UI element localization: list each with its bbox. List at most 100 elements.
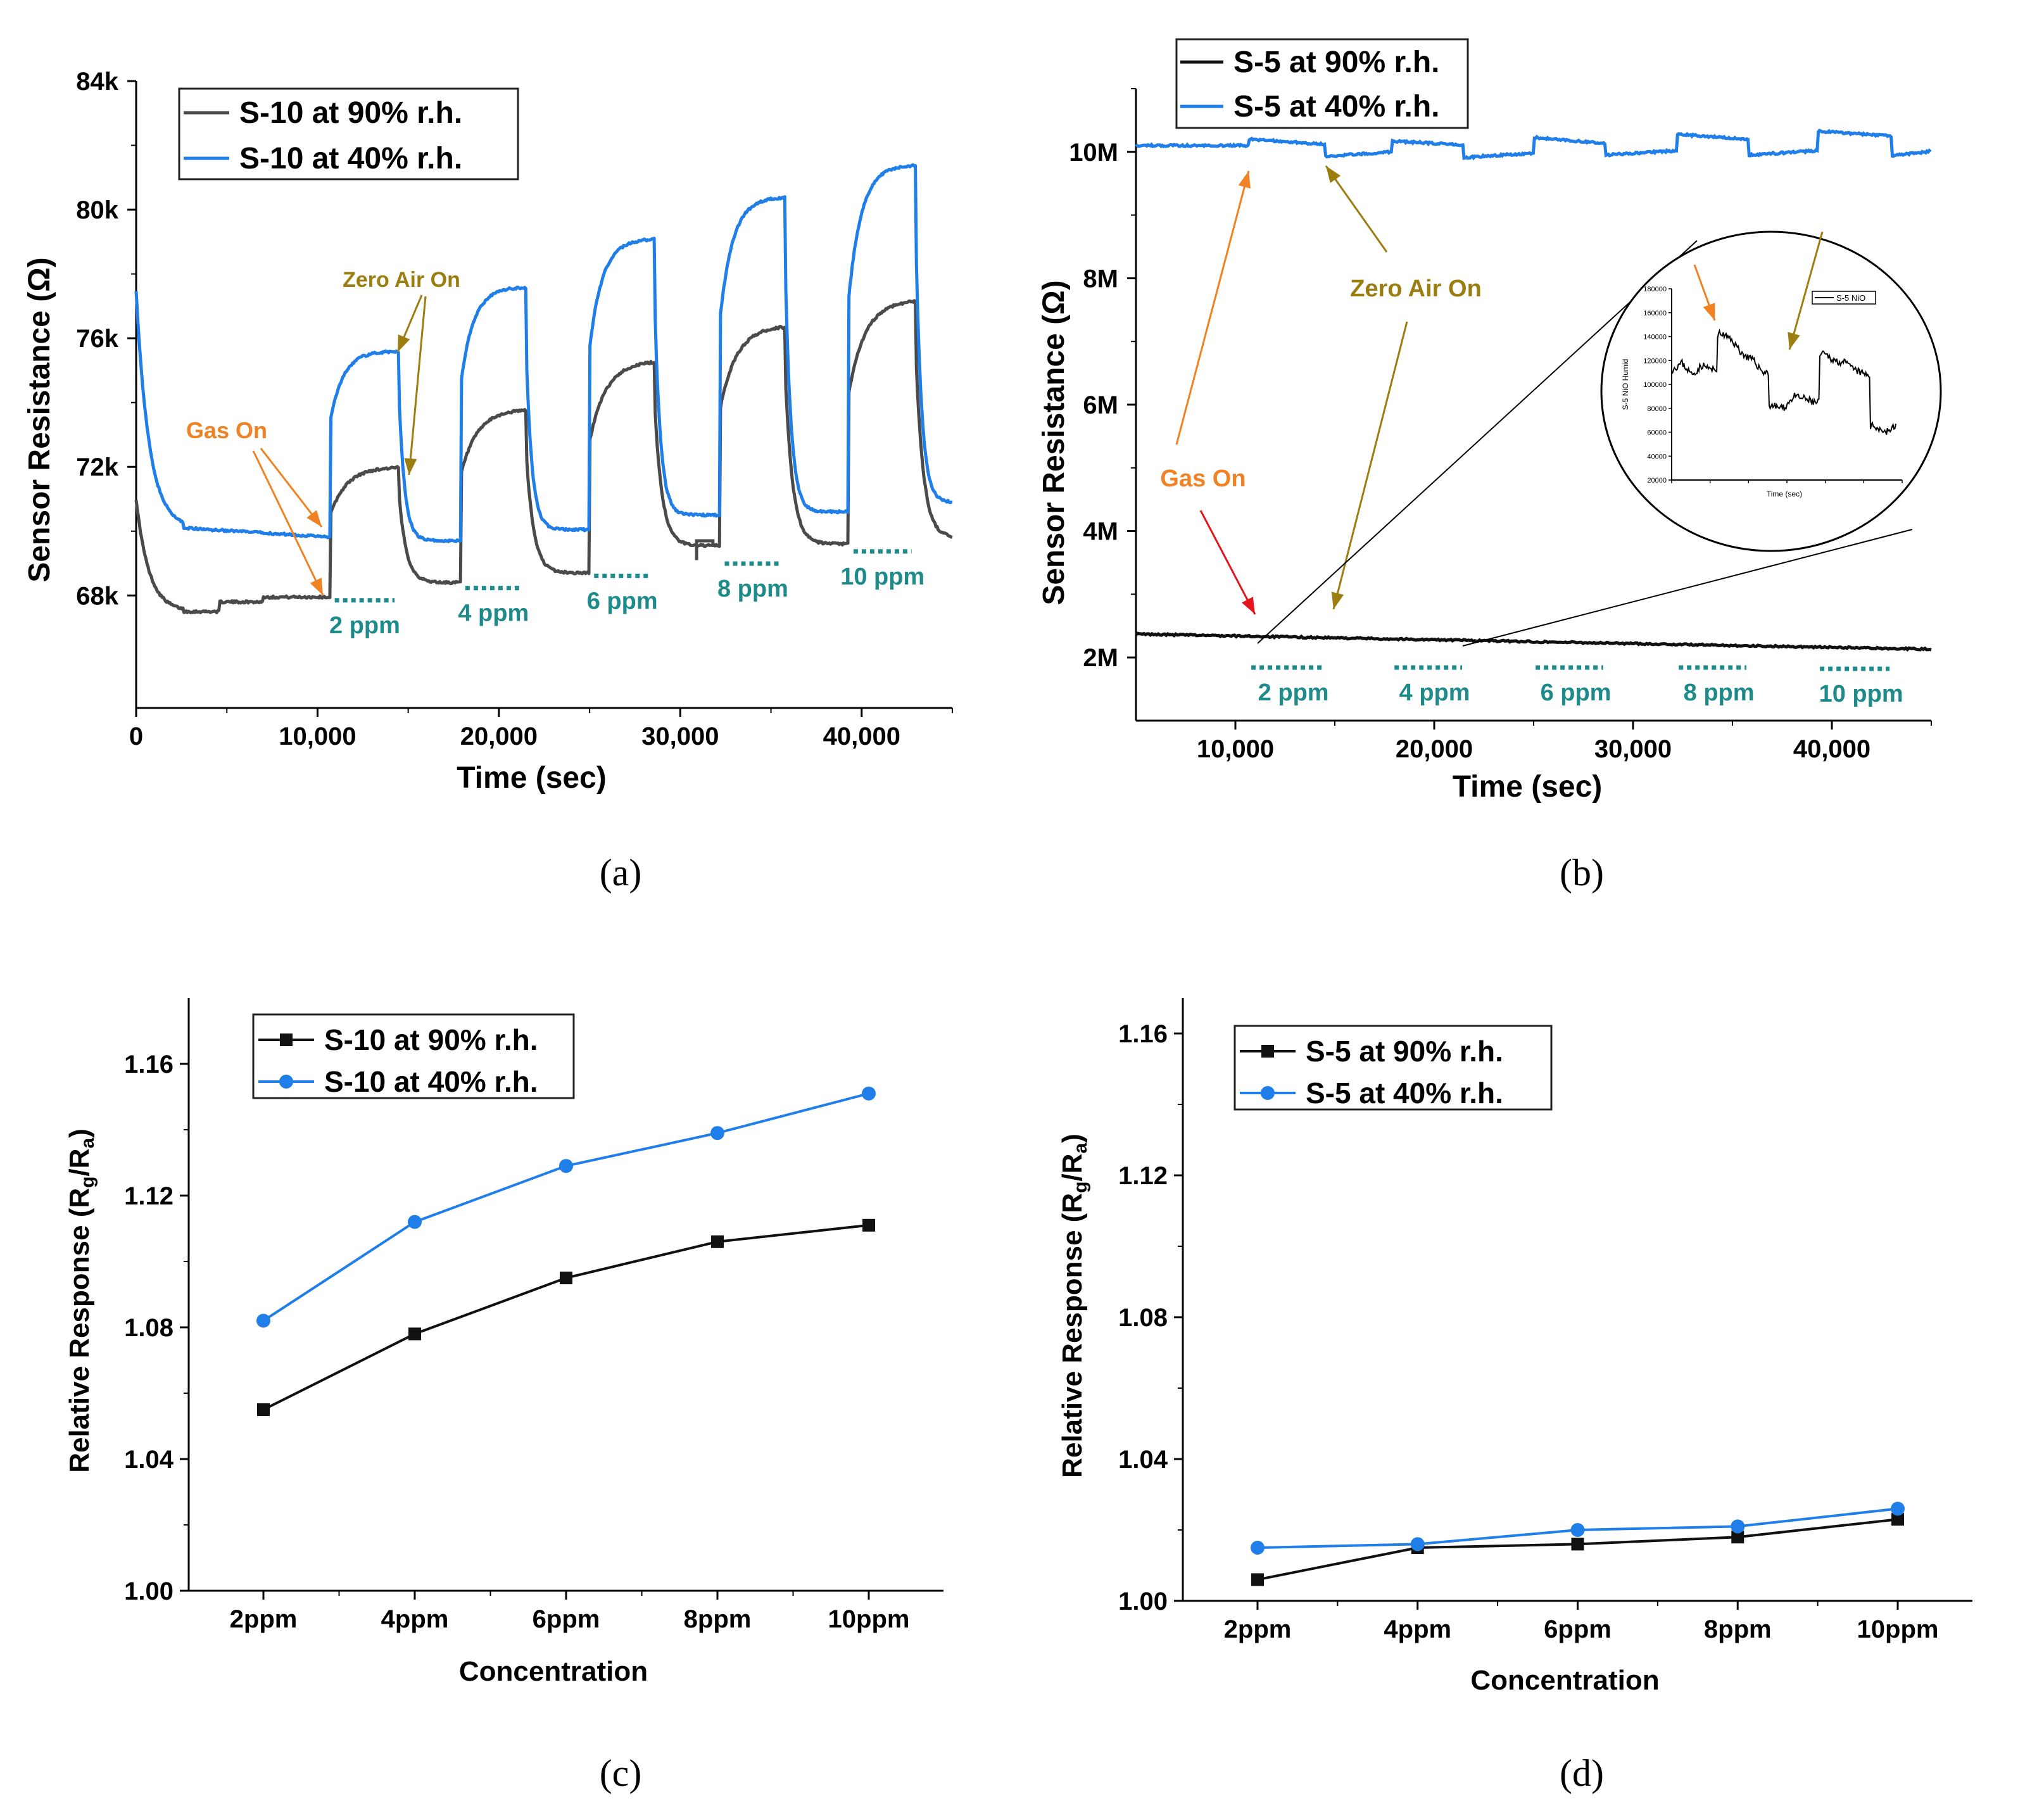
inset-y-tick-label: 100000 (1643, 381, 1667, 389)
zoom-line-1 (1257, 240, 1698, 644)
inset-y-tick-label: 140000 (1643, 334, 1667, 341)
zero-air-arrow-top-head (1326, 166, 1341, 184)
data-point-circle (1731, 1519, 1745, 1534)
inset-y-tick-label: 60000 (1647, 429, 1667, 437)
data-point-square (257, 1403, 270, 1416)
gas-on-arrow-bottom (1199, 510, 1256, 615)
y-axis-title-part: Relative Response (R (1057, 1193, 1088, 1478)
data-point-circle (1570, 1523, 1585, 1537)
series-line-90rh (134, 299, 953, 614)
zero-air-arrow-2 (408, 296, 427, 476)
x-tick-label: 6ppm (533, 1605, 600, 1633)
zoom-line-2 (1462, 529, 1913, 647)
inset-legend-box (1812, 291, 1876, 305)
ppm-label: 4 ppm (458, 600, 529, 627)
inset-y-tick-label: 80000 (1647, 405, 1667, 413)
zero-air-arrow-1-head (398, 334, 410, 352)
panel-b-chart: 2M 4M 6M 8M 10M 10,000 20,000 30,000 40,000 Time … (1037, 38, 1942, 894)
ppm-label: 6 ppm (587, 588, 658, 614)
y-tick-label: 8M (1083, 265, 1118, 293)
data-point-circle (408, 1215, 422, 1229)
x-axis-title: Concentration (1470, 1665, 1659, 1696)
legend-label-40rh: S-10 at 40% r.h. (239, 142, 462, 175)
y-tick-label: 68k (76, 582, 118, 610)
series-line-90rh (1135, 631, 1932, 652)
y-tick-label: 84k (76, 68, 118, 96)
y-axis-title-part: Relative Response (R (64, 1188, 95, 1473)
inset-ellipse (1600, 231, 1942, 552)
data-point-circle (710, 1126, 724, 1141)
y-axis-title-subscript: a (1070, 1143, 1091, 1154)
legend-label-1: S-10 at 40% r.h. (324, 1065, 538, 1098)
data-point-circle (559, 1159, 573, 1173)
inset-y-tick-label: 120000 (1643, 357, 1667, 365)
gas-on-label: Gas On (1160, 465, 1246, 492)
legend-label-90rh: S-10 at 90% r.h. (239, 96, 462, 130)
legend-label-90rh: S-5 at 90% r.h. (1233, 46, 1439, 79)
gas-on-arrow-1 (260, 448, 323, 528)
data-point-circle (256, 1313, 270, 1328)
x-tick-label: 30,000 (641, 723, 719, 750)
y-axis-title-subscript: g (77, 1177, 98, 1188)
y-tick-label: 80k (76, 196, 118, 224)
x-tick-label: 6ppm (1544, 1615, 1612, 1643)
inset-y-tick-label: 20000 (1647, 477, 1667, 484)
y-tick-label: 1.12 (124, 1182, 173, 1210)
panel-d-chart: 1.00 1.04 1.08 1.12 1.16 2ppm 4ppm 6ppm 8ppm 10pp… (1057, 998, 1972, 1794)
x-tick-label: 30,000 (1594, 735, 1672, 763)
y-tick-label: 1.00 (124, 1577, 173, 1605)
x-axis-title: Concentration (459, 1656, 648, 1687)
legend-box (1175, 38, 1469, 129)
ppm-label: 4 ppm (1399, 679, 1470, 706)
gas-on-label: Gas On (186, 417, 267, 443)
x-tick-label: 4ppm (381, 1605, 449, 1633)
inset-y-title: S-5 NiO Humid (1621, 359, 1630, 410)
panel-a-chart: 68k 72k 76k 80k 84k 0 10,000 20,000 30,000 40,000… (23, 68, 953, 894)
gas-on-arrow-2-head (310, 578, 323, 595)
data-point-square (1731, 1531, 1744, 1544)
panel-c-chart: 1.00 1.04 1.08 1.12 1.16 2ppm 4ppm 6ppm 8ppm 10pp… (64, 998, 943, 1794)
zero-air-arrow-top (1325, 165, 1388, 253)
y-axis-title-subscript: a (77, 1138, 98, 1149)
zero-air-arrow-2-head (404, 458, 417, 475)
x-tick-label: 20,000 (460, 723, 538, 750)
series-line-1 (262, 1092, 869, 1322)
inset-olive-arrow-head (1788, 332, 1800, 350)
y-axis-title-subscript: g (1070, 1182, 1091, 1193)
data-point-circle (1891, 1501, 1905, 1516)
y-tick-label: 1.04 (124, 1446, 174, 1474)
series-line-40rh (1135, 129, 1932, 161)
x-tick-label: 10ppm (828, 1605, 910, 1633)
legend-label-40rh: S-5 at 40% r.h. (1233, 90, 1439, 123)
zero-air-arrow-bottom (1332, 321, 1408, 610)
y-tick-label: 6M (1083, 391, 1118, 419)
y-tick-label: 10M (1069, 139, 1118, 167)
y-tick-label: 1.04 (1118, 1446, 1168, 1474)
legend-box (252, 1013, 575, 1099)
zero-air-arrow-bottom-head (1331, 591, 1344, 609)
zero-air-label: Zero Air On (343, 268, 460, 292)
y-axis-title-part: /R (64, 1149, 95, 1177)
y-axis-title-part: ) (1057, 1134, 1088, 1143)
panel-label-c: (c) (600, 1752, 642, 1794)
series-line-0 (263, 1223, 869, 1411)
inset-x-title: Time (sec) (1767, 490, 1802, 498)
data-point-square (711, 1235, 724, 1248)
legend-box (178, 87, 519, 180)
data-point-square (560, 1272, 572, 1284)
inset-y-tick-label: 40000 (1647, 453, 1667, 460)
series-line-40rh (134, 163, 953, 543)
y-axis-title: Relative Response (Rg/Ra) (1057, 1134, 1091, 1478)
legend-marker-circle (279, 1075, 293, 1089)
data-point-square (408, 1327, 421, 1341)
ppm-label: 8 ppm (1684, 679, 1755, 706)
data-point-square (862, 1218, 875, 1232)
ppm-label: 2 ppm (329, 612, 400, 639)
y-axis-title: Relative Response (Rg/Ra) (64, 1128, 98, 1473)
legend-label-1: S-5 at 40% r.h. (1306, 1077, 1503, 1109)
x-tick-label: 8ppm (684, 1605, 752, 1633)
ppm-label: 2 ppm (1258, 679, 1329, 706)
y-tick-label: 76k (76, 325, 118, 353)
zero-air-label: Zero Air On (1350, 275, 1482, 302)
data-point-square (1251, 1573, 1264, 1586)
